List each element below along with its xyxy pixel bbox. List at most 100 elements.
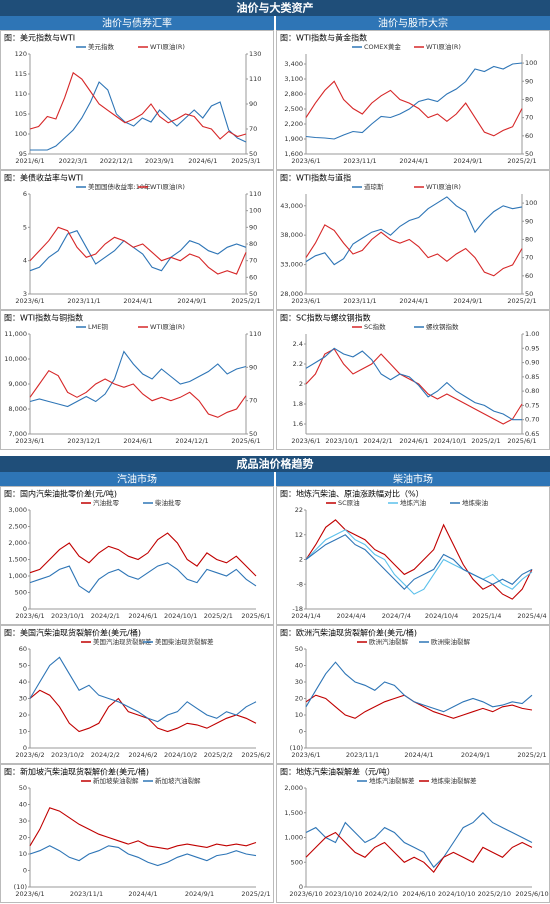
x-tick-label: 2024/6/1: [123, 437, 152, 445]
y-tick-label: 22: [295, 506, 303, 514]
chart-title: 图：地炼汽柴油裂解差（元/吨）: [280, 767, 395, 777]
chart-panel: [0, 486, 274, 625]
y-tick-label: 500: [291, 858, 303, 866]
chart-panel: [0, 170, 274, 310]
y-tick-label: 2: [299, 380, 303, 388]
legend-label: 美国汽油现货裂解差: [93, 637, 152, 646]
x-tick-label: 2025/2/1: [507, 297, 536, 305]
x-tick-label: 2023/10/1: [325, 437, 358, 445]
chart-panel: [0, 310, 274, 450]
x-tick-label: 2022/12/1: [100, 157, 133, 165]
chart-title: 图：地炼汽柴油、原油涨跌幅对比（%）: [280, 489, 424, 499]
legend-label: WTI原油(R): [426, 182, 461, 191]
y-tick-label: 30: [19, 817, 27, 825]
x-tick-label: 2023/12/1: [67, 437, 100, 445]
y-tick-label: 20: [19, 834, 27, 842]
y-tick-label: 8,000: [8, 405, 27, 413]
x-tick-label: 2024/4/1: [399, 297, 428, 305]
y-tick-label: 10: [295, 711, 303, 719]
y2-tick-label: 70: [249, 257, 257, 265]
y-tick-label: 0: [23, 744, 27, 752]
y-tick-label: 2,200: [284, 120, 303, 128]
legend-label: WTI原油(R): [426, 42, 461, 51]
x-tick-label: 2023/9/1: [145, 157, 174, 165]
legend-label: 新加坡汽油裂解: [155, 776, 201, 785]
chart-title: 图：美元指数与WTI: [4, 33, 75, 43]
y-tick-label: 2,000: [8, 539, 27, 547]
y-tick-label: 38,000: [280, 231, 303, 239]
y2-tick-label: 70: [249, 397, 257, 405]
y2-tick-label: 110: [249, 190, 261, 198]
chart-panel: [0, 625, 274, 764]
x-tick-label: 2025/4/4: [517, 612, 546, 620]
y2-tick-label: 130: [249, 50, 261, 58]
y-tick-label: 11,000: [4, 330, 27, 338]
y-tick-label: 110: [15, 90, 27, 98]
y2-tick-label: 0.75: [525, 401, 539, 409]
x-tick-label: 2024/2/1: [363, 437, 392, 445]
x-tick-label: 2024/4/1: [123, 297, 152, 305]
x-tick-label: 2025/1/4: [472, 612, 501, 620]
x-tick-label: 2024/4/1: [128, 890, 157, 898]
y-tick-label: 20: [295, 695, 303, 703]
x-tick-label: 2023/10/1: [51, 612, 84, 620]
x-tick-label: 2024/2/10: [365, 890, 398, 898]
legend-label: 汽油批零: [93, 498, 120, 507]
series-line: [305, 534, 533, 590]
y2-tick-label: 50: [525, 290, 533, 298]
x-tick-label: 2023/11/1: [346, 751, 379, 759]
y2-tick-label: 50: [249, 290, 257, 298]
y-tick-label: 1,000: [8, 572, 27, 580]
x-tick-label: 2023/6/10: [289, 890, 322, 898]
series-line: [305, 529, 533, 595]
legend-label: 柴油批零: [155, 498, 182, 507]
y-tick-label: 2,500: [8, 523, 27, 531]
sub-title: 油价与债券汇率: [102, 17, 172, 30]
x-tick-label: 2024/6/1: [399, 437, 428, 445]
y-tick-label: 5: [23, 223, 27, 231]
chart-panel: [0, 30, 274, 170]
x-tick-label: 2023/11/1: [67, 297, 100, 305]
y2-tick-label: 110: [249, 330, 261, 338]
y2-tick-label: 90: [525, 217, 533, 225]
x-tick-label: 2024/4/1: [399, 157, 428, 165]
series-line: [305, 347, 522, 421]
x-tick-label: 2024/2/2: [91, 751, 120, 759]
y2-tick-label: 0.65: [525, 430, 539, 438]
series-line: [305, 196, 523, 266]
section-title: 油价与大类资产: [237, 1, 314, 15]
y-tick-label: 2,000: [284, 784, 303, 792]
y-tick-label: (10): [290, 744, 303, 752]
sub-title: 油价与股市大宗: [378, 17, 448, 30]
y2-tick-label: 90: [249, 363, 257, 371]
chart-title: 图：国内汽柴油批零价差(元/吨): [4, 489, 117, 499]
legend-label: 地炼柴油: [462, 498, 488, 507]
y-tick-label: 115: [15, 70, 27, 78]
y-tick-label: 28,000: [280, 290, 303, 298]
y2-tick-label: 80: [525, 95, 533, 103]
y2-tick-label: 80: [525, 235, 533, 243]
x-tick-label: 2024/10/2: [164, 751, 197, 759]
legend-label: 美元指数: [88, 42, 115, 51]
x-tick-label: 2025/2/1: [204, 612, 233, 620]
y2-tick-label: 100: [525, 59, 537, 67]
y-tick-label: -8: [297, 580, 303, 588]
y2-tick-label: 80: [249, 240, 257, 248]
chart-title: 图：美国汽柴油现货裂解价差(美元/桶): [4, 628, 141, 638]
y-tick-label: 2,500: [284, 105, 303, 113]
chart-title: 图：WTI指数与道指: [280, 173, 351, 183]
y-tick-label: 50: [19, 662, 27, 670]
y-tick-label: 1,500: [284, 809, 303, 817]
x-tick-label: 2024/7/4: [382, 612, 411, 620]
x-tick-label: 2023/6/1: [15, 437, 44, 445]
x-tick-label: 2023/6/1: [15, 297, 44, 305]
chart-title: 图：WTI指数与铜指数: [4, 313, 83, 323]
y-tick-label: 1,000: [284, 834, 303, 842]
x-tick-label: 2024/4/4: [337, 612, 366, 620]
section-title: 成品油价格趋势: [237, 457, 314, 471]
y2-tick-label: 60: [249, 273, 257, 281]
chart-title: 图：SC指数与螺纹钢指数: [280, 313, 371, 323]
x-tick-label: 2023/6/1: [291, 751, 320, 759]
y2-tick-label: 0.85: [525, 373, 539, 381]
series-line: [29, 807, 257, 850]
